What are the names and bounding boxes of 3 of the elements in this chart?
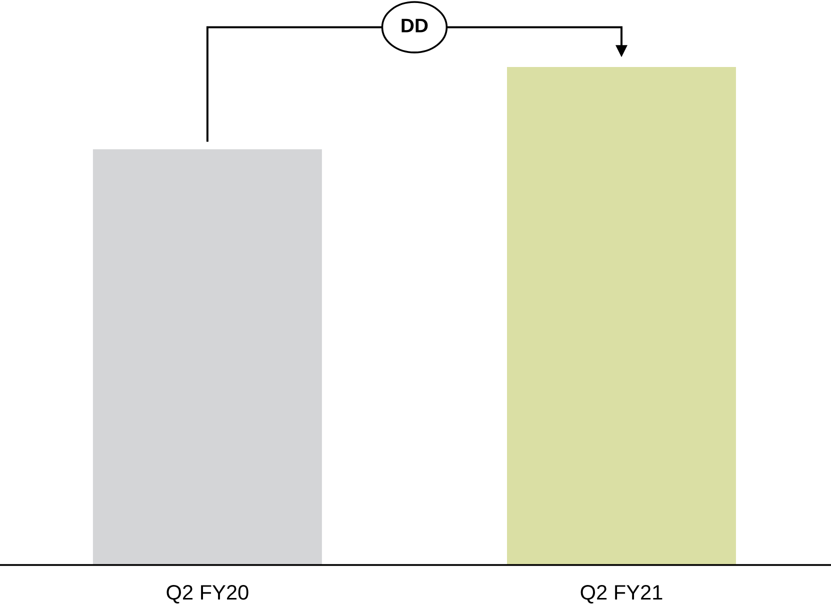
x-tick-label: Q2 FY20	[166, 584, 248, 604]
text: DD	[402, 18, 428, 32]
x-tick-label: Q2 FY21	[580, 584, 662, 604]
